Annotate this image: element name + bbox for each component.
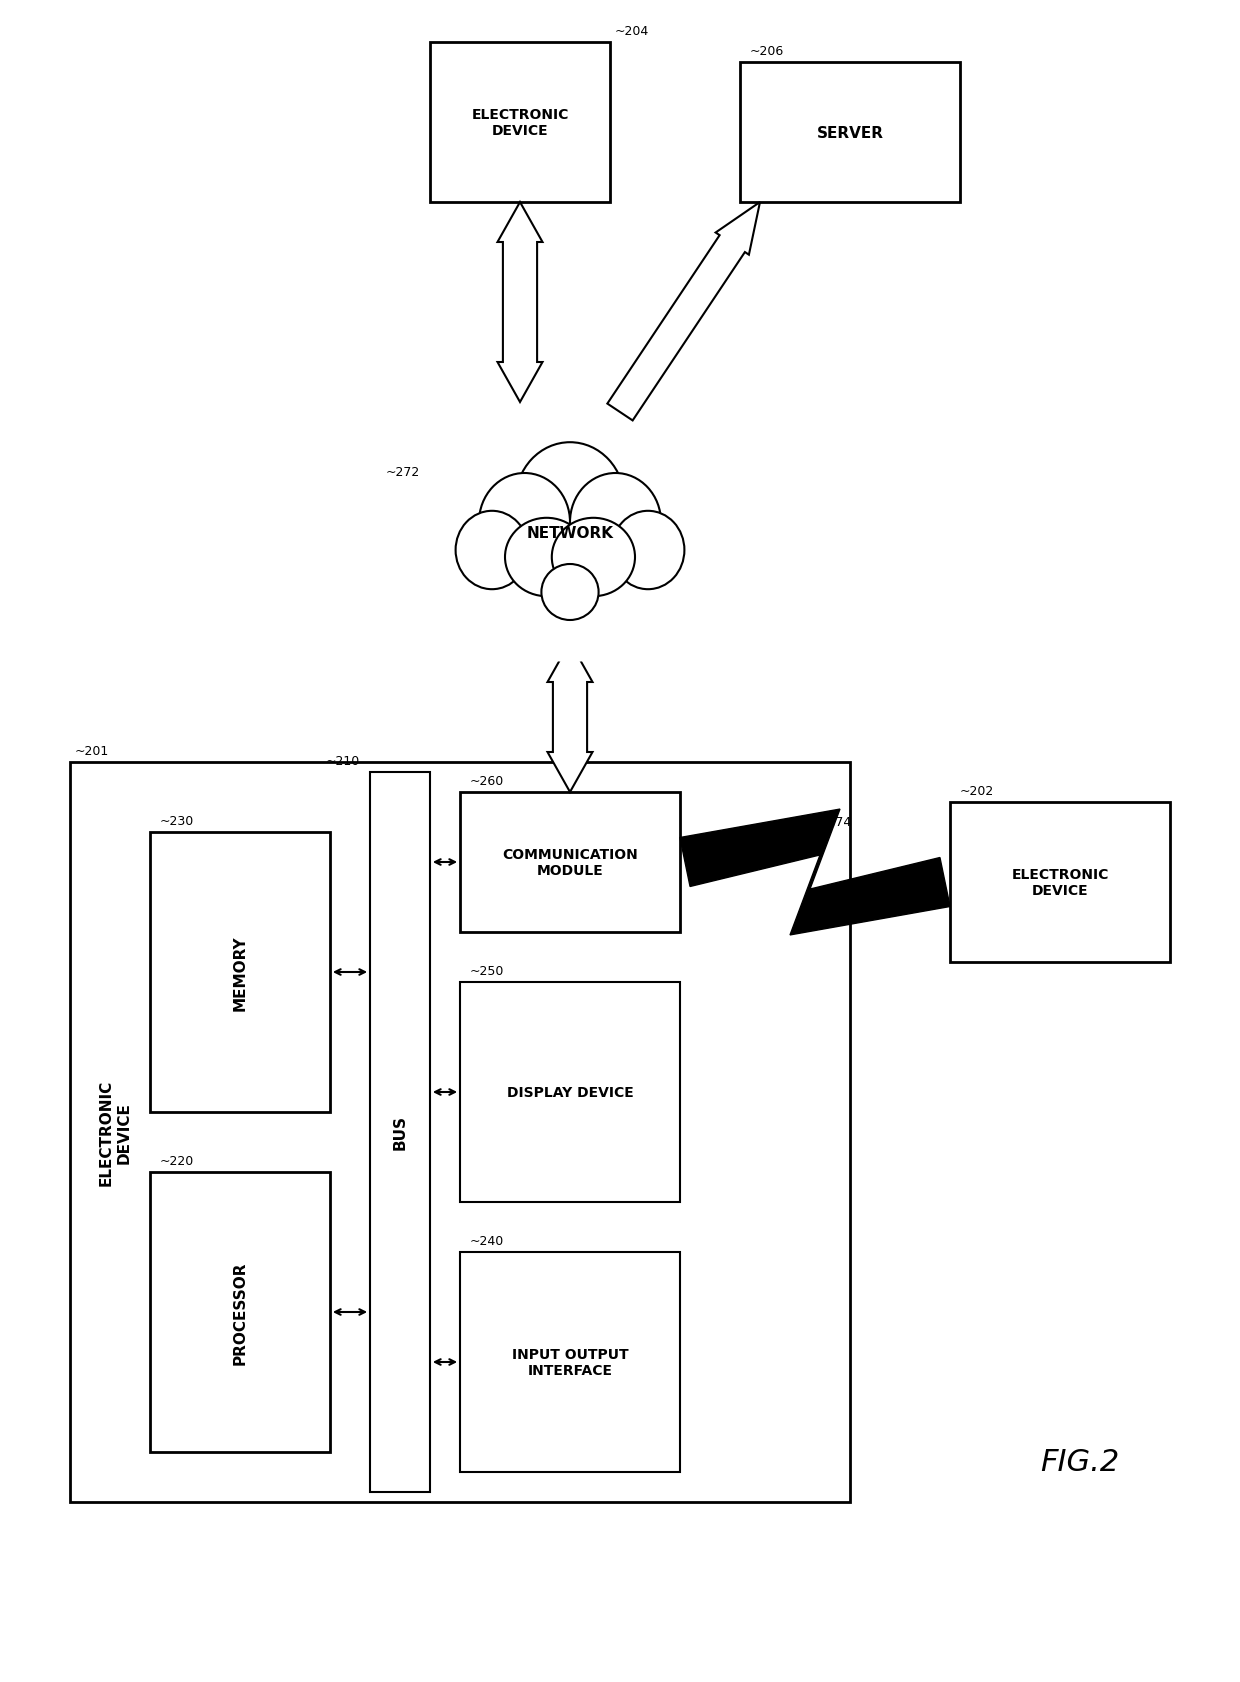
FancyBboxPatch shape [370,772,430,1492]
Text: ~220: ~220 [160,1154,195,1167]
Text: COMMUNICATION
MODULE: COMMUNICATION MODULE [502,848,637,878]
Text: NETWORK: NETWORK [527,525,614,540]
FancyBboxPatch shape [430,44,610,204]
Text: ~210: ~210 [326,755,360,767]
Ellipse shape [611,511,684,590]
Text: DISPLAY DEVICE: DISPLAY DEVICE [507,1085,634,1100]
FancyBboxPatch shape [460,792,680,932]
Polygon shape [497,204,543,402]
Text: ~201: ~201 [74,745,109,757]
Text: BUS: BUS [393,1115,408,1150]
Text: ~250: ~250 [470,964,505,977]
Ellipse shape [505,518,588,597]
Text: ~274: ~274 [818,816,852,829]
FancyBboxPatch shape [460,1253,680,1472]
FancyBboxPatch shape [950,802,1171,962]
FancyBboxPatch shape [150,1172,330,1452]
Ellipse shape [516,442,625,560]
Text: ~202: ~202 [960,784,994,797]
Text: ELECTRONIC
DEVICE: ELECTRONIC DEVICE [471,108,569,138]
Text: PROCESSOR: PROCESSOR [233,1260,248,1364]
Text: FIG.2: FIG.2 [1040,1448,1120,1477]
Text: ELECTRONIC
DEVICE: ELECTRONIC DEVICE [99,1080,131,1186]
Ellipse shape [552,518,635,597]
Ellipse shape [455,511,528,590]
FancyBboxPatch shape [740,62,960,204]
Text: ~204: ~204 [615,25,650,39]
Polygon shape [548,643,593,792]
Polygon shape [680,809,950,935]
Text: ~272: ~272 [386,466,420,479]
FancyBboxPatch shape [460,982,680,1203]
Polygon shape [608,204,760,420]
Text: ELECTRONIC
DEVICE: ELECTRONIC DEVICE [1012,868,1109,898]
Ellipse shape [427,383,713,663]
FancyBboxPatch shape [69,762,849,1502]
Text: INPUT OUTPUT
INTERFACE: INPUT OUTPUT INTERFACE [512,1347,629,1378]
Text: ~240: ~240 [470,1235,505,1248]
Text: ~230: ~230 [160,814,195,828]
Text: SERVER: SERVER [816,126,884,140]
FancyBboxPatch shape [150,833,330,1112]
Ellipse shape [570,474,661,572]
Text: MEMORY: MEMORY [233,935,248,1011]
Ellipse shape [542,565,599,621]
Ellipse shape [479,474,570,572]
Text: ~260: ~260 [470,774,505,787]
Text: ~206: ~206 [750,45,784,57]
